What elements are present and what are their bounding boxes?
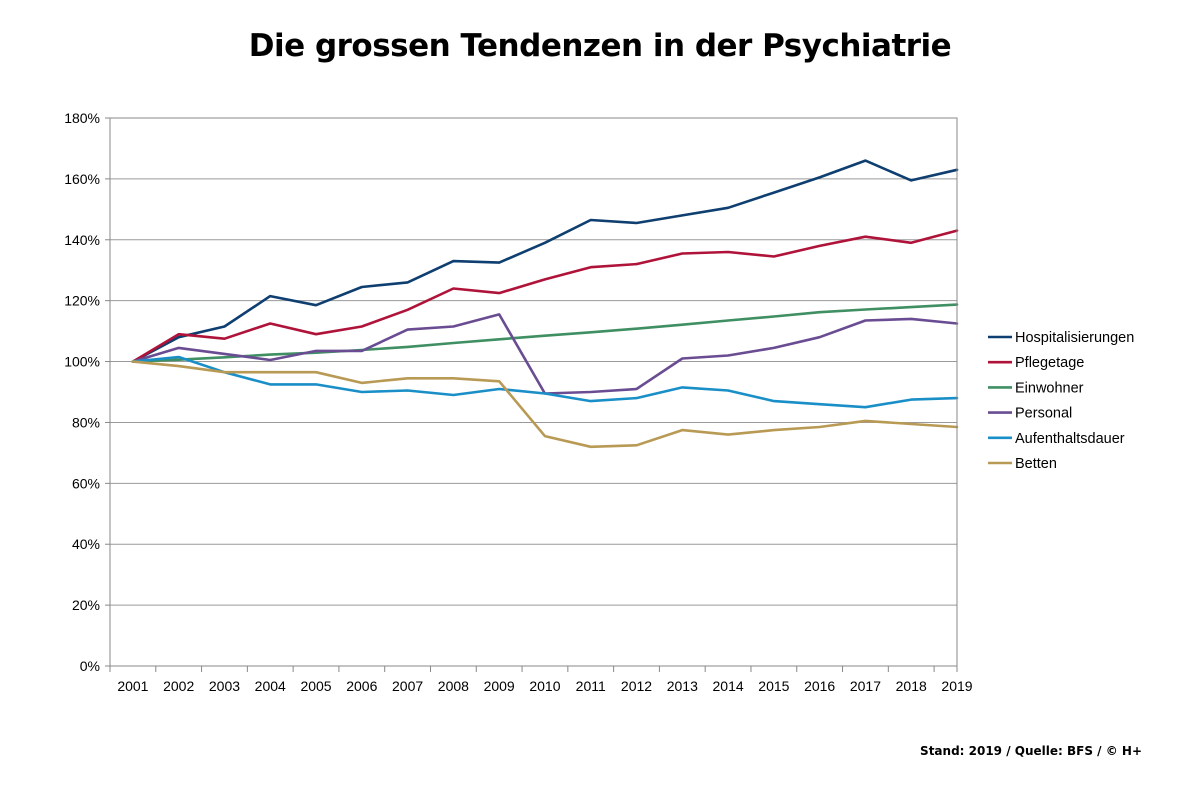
series-lines xyxy=(131,159,959,449)
series-line-pflegetage xyxy=(131,229,959,363)
x-tick-label: 2007 xyxy=(392,678,423,694)
source-note: Stand: 2019 / Quelle: BFS / © H+ xyxy=(920,744,1142,758)
x-tick-label: 2012 xyxy=(621,678,652,694)
x-tick-label: 2004 xyxy=(255,678,286,694)
legend: Hospitalisierungen Pflegetage Einwohner Per… xyxy=(988,330,1134,472)
series-line-aufenthaltsdauer xyxy=(131,355,959,409)
x-tick-label: 2010 xyxy=(529,678,560,694)
x-tick-label: 2013 xyxy=(667,678,698,694)
x-tick-label: 2003 xyxy=(209,678,240,694)
x-tick-label: 2005 xyxy=(300,678,331,694)
gridlines xyxy=(110,117,957,606)
y-tick-label: 60% xyxy=(72,475,100,491)
chart-title: Die grossen Tendenzen in der Psychiatrie xyxy=(248,28,952,64)
legend-label-personal: Personal xyxy=(1015,406,1072,422)
x-tick-label: 2006 xyxy=(346,678,377,694)
y-tick-label: 100% xyxy=(64,354,100,370)
y-tick-label: 140% xyxy=(64,232,100,248)
x-tick-label: 2014 xyxy=(713,678,744,694)
series-line-betten xyxy=(131,360,959,449)
x-tick-label: 2011 xyxy=(576,678,606,694)
y-tick-label: 180% xyxy=(64,110,100,126)
x-tick-label: 2001 xyxy=(117,678,148,694)
legend-label-einwohner: Einwohner xyxy=(1015,380,1084,396)
series-line-hospitalisierungen xyxy=(131,159,959,363)
y-tick-label: 20% xyxy=(72,597,100,613)
y-tick-label: 160% xyxy=(64,171,100,187)
y-tick-label: 0% xyxy=(80,658,100,674)
x-tick-label: 2002 xyxy=(163,678,194,694)
x-tick-label: 2016 xyxy=(804,678,835,694)
x-tick-label: 2017 xyxy=(850,678,881,694)
y-tick-label: 40% xyxy=(72,536,100,552)
y-tick-label: 120% xyxy=(64,293,100,309)
y-tick-label: 80% xyxy=(72,414,100,430)
legend-label-betten: Betten xyxy=(1015,456,1057,472)
x-tick-label: 2018 xyxy=(896,678,927,694)
legend-label-hospitalisierungen: Hospitalisierungen xyxy=(1015,330,1134,346)
x-tick-label: 2009 xyxy=(484,678,515,694)
x-tick-label: 2008 xyxy=(438,678,469,694)
axes: 0% 20% 40% 60% 80% 100% 120% 140% 160% 180% 2001 20… xyxy=(64,110,973,694)
x-tick-label: 2019 xyxy=(941,678,972,694)
legend-label-pflegetage: Pflegetage xyxy=(1015,355,1084,371)
plot-frame xyxy=(109,117,958,667)
series-line-einwohner xyxy=(131,303,959,363)
x-tick-label: 2015 xyxy=(758,678,789,694)
legend-label-aufenthaltsdauer: Aufenthaltsdauer xyxy=(1015,431,1125,447)
